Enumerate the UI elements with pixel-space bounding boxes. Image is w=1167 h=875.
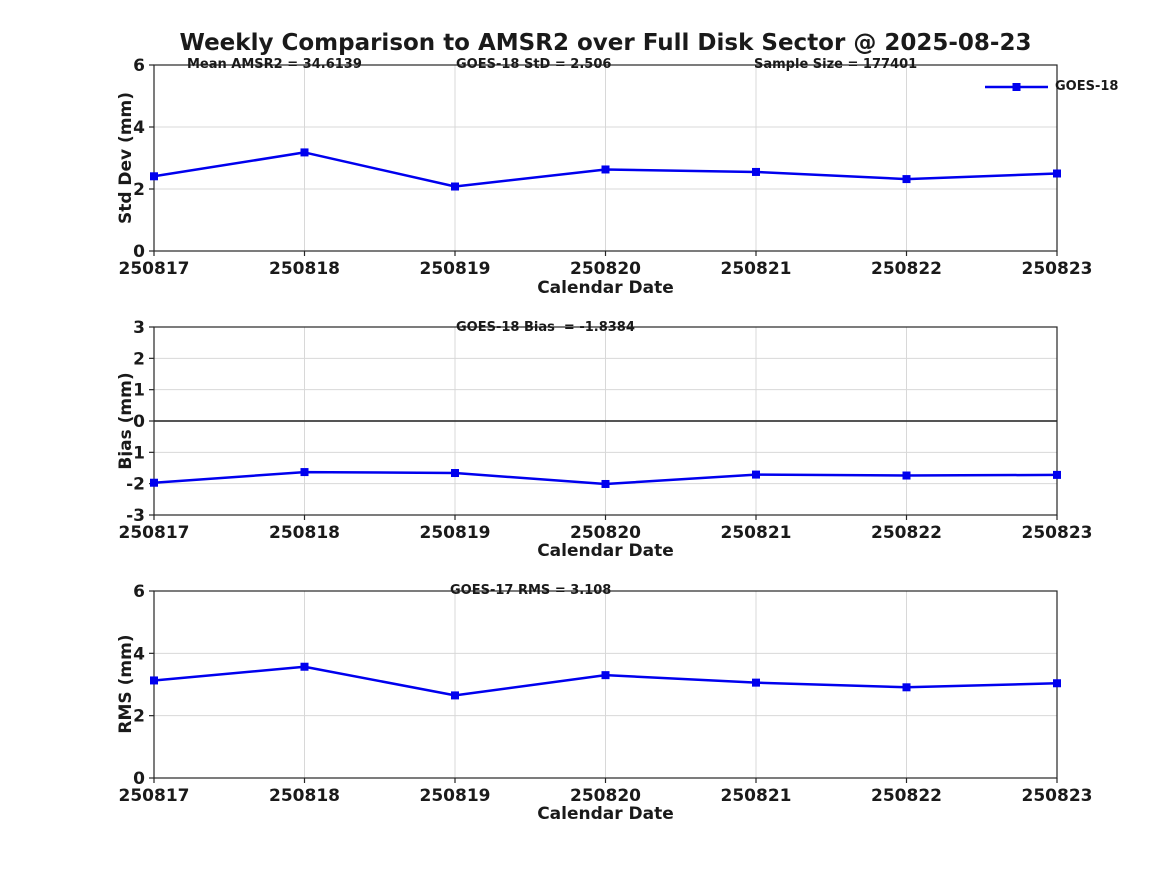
svg-text:6: 6 xyxy=(133,582,145,602)
svg-text:250822: 250822 xyxy=(871,523,942,543)
svg-text:250820: 250820 xyxy=(570,259,641,279)
svg-text:3: 3 xyxy=(133,318,145,338)
svg-text:250817: 250817 xyxy=(119,523,190,543)
svg-text:2: 2 xyxy=(133,180,145,200)
svg-text:2: 2 xyxy=(133,349,145,369)
svg-text:-1: -1 xyxy=(126,443,145,463)
svg-text:2: 2 xyxy=(133,707,145,727)
svg-text:250822: 250822 xyxy=(871,259,942,279)
svg-text:6: 6 xyxy=(133,56,145,76)
svg-text:0: 0 xyxy=(133,769,145,789)
svg-text:250823: 250823 xyxy=(1022,523,1093,543)
svg-text:-2: -2 xyxy=(126,475,145,495)
svg-text:0: 0 xyxy=(133,242,145,262)
svg-text:250817: 250817 xyxy=(119,259,190,279)
svg-text:250823: 250823 xyxy=(1022,786,1093,806)
svg-text:250819: 250819 xyxy=(420,259,491,279)
svg-text:1: 1 xyxy=(133,381,145,401)
figure-title: Weekly Comparison to AMSR2 over Full Dis… xyxy=(179,30,1032,56)
svg-text:250819: 250819 xyxy=(420,786,491,806)
svg-text:250818: 250818 xyxy=(269,786,340,806)
svg-text:250820: 250820 xyxy=(570,786,641,806)
svg-text:250817: 250817 xyxy=(119,786,190,806)
svg-text:250820: 250820 xyxy=(570,523,641,543)
svg-text:250819: 250819 xyxy=(420,523,491,543)
svg-text:250821: 250821 xyxy=(721,259,792,279)
svg-text:250821: 250821 xyxy=(721,786,792,806)
svg-text:250821: 250821 xyxy=(721,523,792,543)
svg-text:250818: 250818 xyxy=(269,523,340,543)
svg-text:250823: 250823 xyxy=(1022,259,1093,279)
svg-text:-3: -3 xyxy=(126,506,145,526)
svg-text:4: 4 xyxy=(133,644,145,664)
svg-text:250818: 250818 xyxy=(269,259,340,279)
svg-text:4: 4 xyxy=(133,118,145,138)
svg-text:0: 0 xyxy=(133,412,145,432)
svg-text:250822: 250822 xyxy=(871,786,942,806)
